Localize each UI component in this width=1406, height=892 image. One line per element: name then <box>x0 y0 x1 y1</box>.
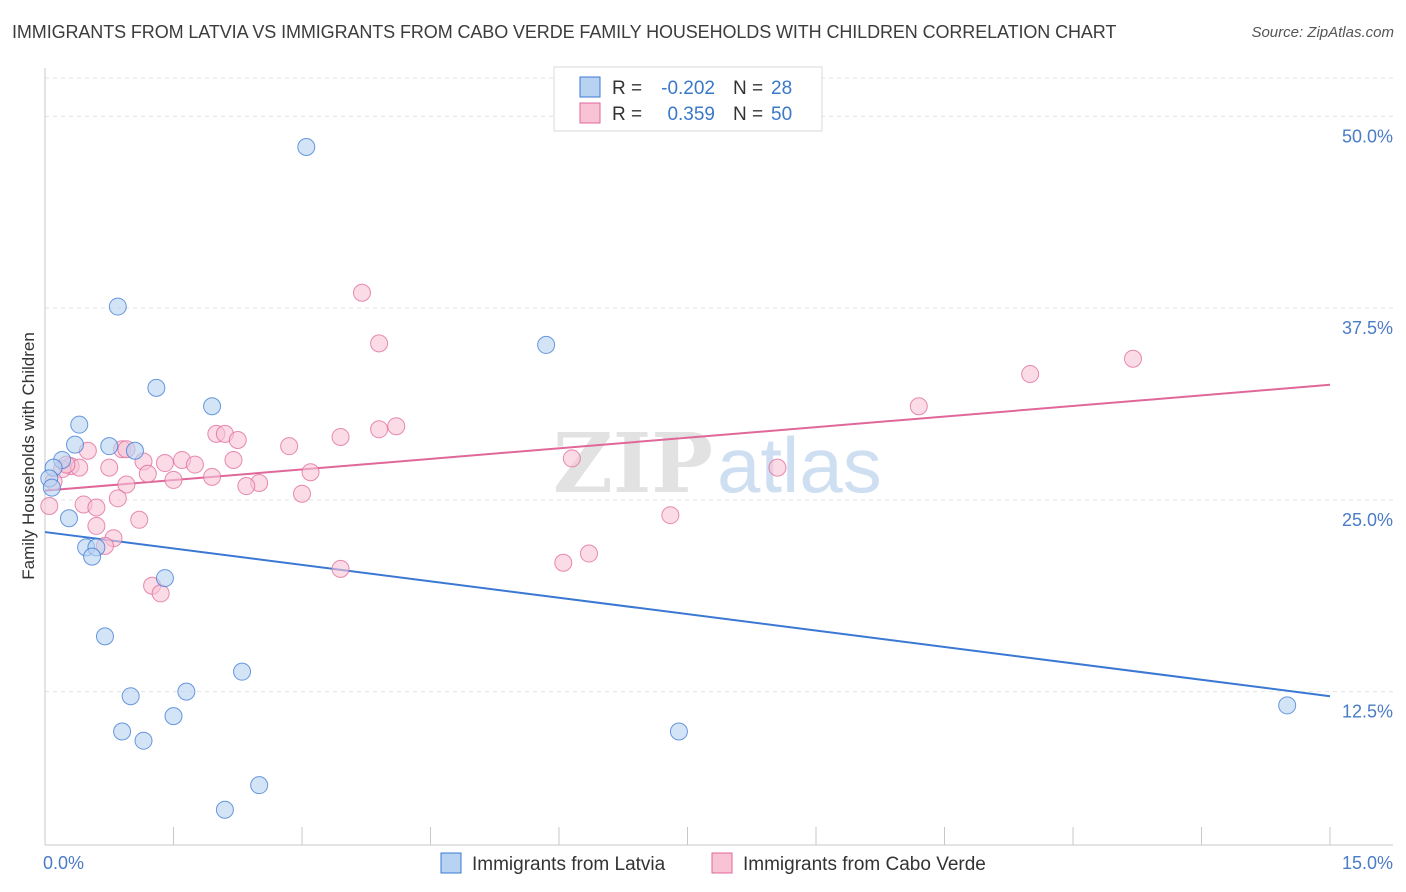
point-latvia <box>177 682 196 701</box>
point-caboverde <box>237 477 256 496</box>
point-caboverde <box>100 458 119 477</box>
bottom-legend-swatch-caboverde <box>711 852 733 874</box>
bottom-legend-label-caboverde: Immigrants from Cabo Verde <box>743 854 986 875</box>
point-caboverde <box>293 484 311 503</box>
point-caboverde <box>301 463 320 482</box>
point-caboverde <box>280 437 299 456</box>
watermark-atlas: atlas <box>717 421 882 509</box>
bottom-legend-label-latvia: Immigrants from Latvia <box>472 854 666 875</box>
point-latvia <box>537 335 556 354</box>
point-caboverde <box>130 510 149 529</box>
bottom-legend: Immigrants from Latvia Immigrants from C… <box>440 852 986 875</box>
gridlines: 12.5% 25.0% 37.5% 50.0% <box>45 77 1393 722</box>
y-axis-label: Family Households with Children <box>19 332 38 580</box>
point-caboverde <box>203 467 222 486</box>
point-caboverde <box>768 458 787 477</box>
legend-r-label-latvia: R = <box>612 78 642 99</box>
point-caboverde <box>1123 349 1142 368</box>
point-caboverde <box>108 489 127 508</box>
x-tick-label-end: 15.0% <box>1342 853 1393 873</box>
point-caboverde <box>331 559 350 578</box>
point-caboverde <box>87 516 106 535</box>
point-latvia <box>134 731 153 750</box>
point-latvia <box>42 478 61 497</box>
point-latvia <box>125 441 144 460</box>
point-caboverde <box>164 470 183 489</box>
point-latvia <box>164 707 183 726</box>
legend-box: R = -0.202 N = 28 R = 0.359 N = 50 <box>553 66 823 132</box>
point-caboverde <box>155 454 174 473</box>
point-caboverde <box>331 427 350 446</box>
point-caboverde <box>1021 365 1040 384</box>
point-latvia <box>65 435 84 454</box>
point-caboverde <box>224 450 243 469</box>
point-caboverde <box>151 584 170 603</box>
point-caboverde <box>370 420 389 439</box>
watermark-zip: ZIP <box>553 416 713 512</box>
data-points <box>40 138 1297 819</box>
x-tick-label-start: 0.0% <box>43 853 84 873</box>
point-latvia <box>669 722 688 741</box>
point-latvia <box>297 138 316 157</box>
point-latvia <box>250 776 269 795</box>
point-latvia <box>83 547 102 566</box>
watermark: ZIP atlas <box>553 416 882 512</box>
point-latvia <box>203 397 222 416</box>
point-caboverde <box>352 283 371 302</box>
legend-r-value-caboverde: 0.359 <box>667 104 715 125</box>
legend-n-label-caboverde: N = <box>733 104 763 125</box>
point-latvia <box>215 800 234 819</box>
point-caboverde <box>87 498 106 517</box>
point-latvia <box>100 437 119 456</box>
point-caboverde <box>579 544 598 563</box>
point-caboverde <box>554 553 573 572</box>
legend-n-value-latvia: 28 <box>771 78 792 99</box>
point-latvia <box>113 722 132 741</box>
point-caboverde <box>138 464 157 483</box>
point-latvia <box>59 509 78 528</box>
y-tick-label: 25.0% <box>1342 510 1393 530</box>
trend-line-caboverde <box>44 383 1331 492</box>
legend-swatch-caboverde <box>579 102 601 124</box>
point-caboverde <box>370 334 389 353</box>
point-caboverde <box>661 506 680 525</box>
point-caboverde <box>909 397 928 416</box>
legend-swatch-latvia <box>579 76 601 98</box>
legend-r-value-latvia: -0.202 <box>661 78 715 99</box>
point-latvia <box>155 569 174 588</box>
point-caboverde <box>228 431 247 450</box>
point-latvia <box>121 687 140 706</box>
point-caboverde <box>40 496 59 515</box>
point-caboverde <box>562 449 581 468</box>
y-tick-label: 12.5% <box>1342 702 1393 722</box>
source-label: Source: ZipAtlas.com <box>1251 24 1394 41</box>
point-latvia <box>70 415 89 434</box>
bottom-legend-swatch-latvia <box>440 852 462 874</box>
point-caboverde <box>117 475 136 494</box>
point-latvia <box>1278 696 1297 715</box>
point-caboverde <box>387 417 406 436</box>
point-caboverde <box>185 455 204 474</box>
chart-title: IMMIGRANTS FROM LATVIA VS IMMIGRANTS FRO… <box>12 22 1117 42</box>
point-latvia <box>108 297 127 316</box>
axes <box>44 68 1393 846</box>
y-tick-label: 50.0% <box>1342 126 1393 146</box>
trend-line-latvia <box>44 531 1331 698</box>
point-latvia <box>233 662 252 681</box>
point-latvia <box>95 627 114 646</box>
legend-n-value-caboverde: 50 <box>771 104 792 125</box>
legend-r-label-caboverde: R = <box>612 104 642 125</box>
y-tick-label: 37.5% <box>1342 318 1393 338</box>
legend-n-label-latvia: N = <box>733 78 763 99</box>
trend-lines <box>44 383 1331 698</box>
point-latvia <box>147 378 166 397</box>
